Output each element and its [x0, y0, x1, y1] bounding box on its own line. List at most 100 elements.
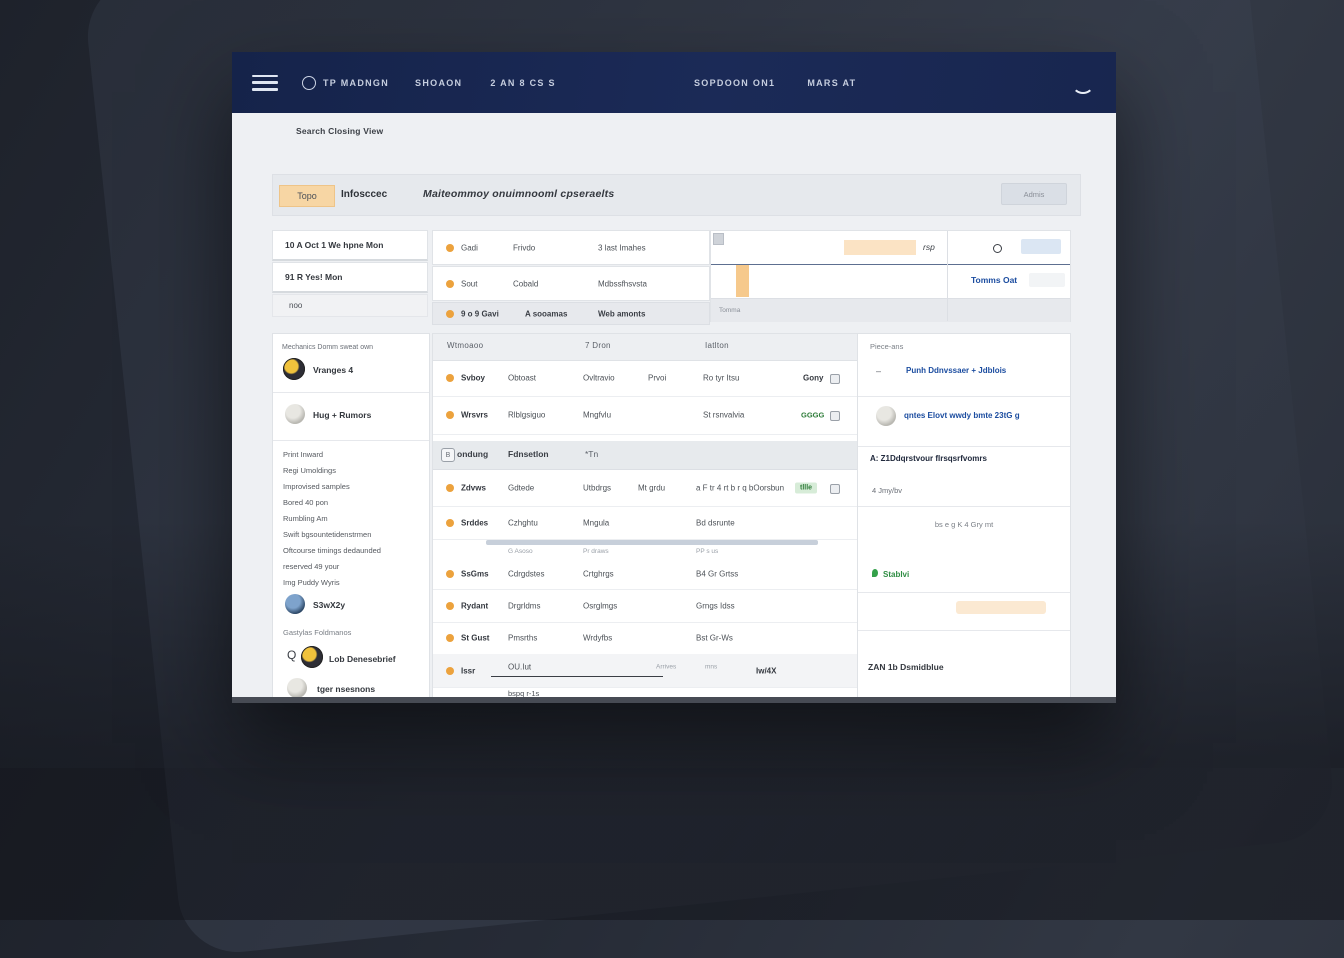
cell: A sooamas	[525, 309, 568, 318]
sidebar-link[interactable]: Rumbling Am	[283, 514, 328, 523]
flag-icon[interactable]	[830, 411, 840, 421]
cell: Issr	[461, 666, 476, 675]
detail-title[interactable]: A: Z1Ddqrstvour flrsqsrfvomrs	[870, 454, 987, 463]
section-col: *Tn	[585, 449, 599, 459]
progress-row: rsp	[711, 231, 1070, 265]
accent-strip	[736, 265, 749, 297]
nav-item-2[interactable]: 2 AN 8 CS S	[490, 77, 556, 88]
record-toolbar: Topo Infosccec Maiteommoy onuimnooml cps…	[272, 174, 1081, 216]
avatar[interactable]	[283, 358, 305, 380]
sidebar-link[interactable]: Regi Umoldings	[283, 466, 336, 475]
cell: Ovltravio	[583, 373, 615, 383]
detail-note: bs e g K 4 Gry mt	[934, 520, 994, 529]
sub-label: PP s us	[696, 548, 719, 555]
avatar[interactable]	[876, 406, 896, 426]
sidebar-profile-3[interactable]: S3wX2y	[313, 600, 346, 610]
cell: Crtghrgs	[583, 569, 614, 578]
quick-row-1[interactable]: 10 A Oct 1 We hpne Mon	[272, 230, 428, 261]
sidebar-link[interactable]: Bored 40 pon	[283, 498, 329, 507]
sidebar-profile-5[interactable]: tger nsesnons	[317, 684, 376, 694]
app-window: TP MADNGN SHOAON 2 AN 8 CS S SOPDOON ON1…	[232, 52, 1116, 703]
list-item[interactable]: Sout Cobald Mdbssfhsvsta	[432, 266, 710, 301]
user-avatar-icon[interactable]	[1072, 74, 1094, 94]
highlight-pill[interactable]	[956, 601, 1046, 614]
record-badge[interactable]: Topo	[279, 185, 335, 207]
table-footer-text: bspq r-1s	[508, 689, 540, 698]
cell: Cobald	[513, 279, 539, 288]
avatar[interactable]	[285, 404, 305, 424]
highlight-bar[interactable]	[844, 240, 916, 255]
detail-subtext: 4 Jmy/bv	[872, 486, 903, 495]
brand[interactable]: TP MADNGN	[302, 75, 389, 90]
sidebar-link[interactable]: Img Puddy Wyris	[283, 578, 340, 587]
avatar[interactable]	[301, 646, 323, 668]
progress-bar[interactable]	[486, 540, 818, 545]
cell: Arrives	[656, 663, 677, 671]
nav-right-item-1[interactable]: SOPDOON ON1	[694, 77, 776, 88]
sub-label: Pr draws	[583, 548, 609, 555]
avatar[interactable]	[287, 678, 307, 698]
divider	[858, 446, 1070, 447]
table-section-header[interactable]: B ondung Fdnsetlon *Tn	[433, 441, 858, 470]
footnote: Tomma	[719, 307, 741, 314]
nav-right-item-2[interactable]: MARS AT	[807, 77, 857, 88]
column-header[interactable]: 7 Dron	[585, 341, 611, 350]
table-row[interactable]: Srddes Czhghtu Mngula Bd dsrunte	[433, 506, 858, 540]
cell: Mngula	[583, 518, 610, 527]
sidebar-profile-4[interactable]: Lob Denesebrief	[329, 654, 396, 664]
sidebar-link[interactable]: Improvised samples	[283, 482, 350, 491]
table-row[interactable]: Rydant Drgrldms Osrglmgs Grngs Idss	[433, 589, 858, 623]
avatar[interactable]	[285, 594, 305, 614]
panel-divider	[947, 231, 948, 321]
cell: Utbdrgs	[583, 483, 612, 492]
status-dot-icon	[446, 483, 454, 492]
section-col: Fdnsetlon	[508, 449, 549, 459]
dash-marker: –	[876, 366, 882, 376]
list-item[interactable]: 9 o 9 Gavi A sooamas Web amonts	[432, 302, 710, 325]
table-row[interactable]: Wrsvrs Rlblgsiguo Mngfvlu St rsnvalvia G…	[433, 396, 858, 435]
radio-icon[interactable]	[993, 244, 1002, 253]
cell: B4 Gr Grtss	[696, 569, 739, 578]
lock-icon[interactable]	[830, 374, 840, 384]
table-row[interactable]: SsGms Cdrgdstes Crtghrgs B4 Gr Grtss	[433, 558, 858, 590]
table-row[interactable]: St Gust Pmsrths Wrdyfbs Bst Gr-Ws	[433, 622, 858, 655]
quick-row-2[interactable]: 91 R Yes! Mon	[272, 262, 428, 293]
sidebar-link[interactable]: Swift bgsountetidenstrmen	[283, 530, 372, 539]
flag-icon[interactable]	[830, 483, 840, 494]
sidebar-profile-1[interactable]: Vranges 4	[313, 365, 354, 375]
quick-panel: 10 A Oct 1 We hpne Mon 91 R Yes! Mon noo	[272, 230, 428, 317]
record-link[interactable]: Tomms Oat	[971, 275, 1018, 285]
status-badge[interactable]: Stablvi	[872, 569, 909, 579]
cell: Bst Gr-Ws	[696, 633, 733, 643]
value-pill[interactable]	[1021, 239, 1061, 254]
list-item[interactable]: Gadi Frivdo 3 last Imahes	[432, 230, 710, 265]
detail-link-2[interactable]: qntes Elovt wwdy bmte 23tG g	[904, 411, 1020, 420]
table-row[interactable]: Issr OU.Iut Arrives mns Iw/4X	[433, 654, 858, 688]
underline-rule	[491, 676, 663, 677]
toolbar-action-button[interactable]: Admis	[1001, 183, 1067, 205]
sidebar-profile-2[interactable]: Hug + Rumors	[313, 410, 372, 420]
menu-icon[interactable]	[252, 74, 278, 91]
nav-item-1[interactable]: SHOAON	[415, 77, 463, 88]
cell: Sout	[461, 279, 478, 288]
link-row: Tomms Oat	[711, 265, 1070, 297]
sidebar-link[interactable]: Oftcourse timings dedaunded	[283, 546, 381, 555]
cell: Mdbssfhsvsta	[598, 279, 647, 288]
detail-link-1[interactable]: Punh Ddnvssaer + Jdblois	[906, 366, 1007, 375]
record-subtitle: Maiteommoy onuimnooml cpseraelts	[423, 188, 615, 200]
divider	[858, 506, 1070, 507]
sidebar-link[interactable]: Print Inward	[283, 450, 324, 459]
middle-panel: Gadi Frivdo 3 last Imahes Sout Cobald Md…	[432, 230, 710, 325]
status-dot-icon	[446, 279, 454, 288]
status-dot-icon	[446, 518, 454, 527]
table-row[interactable]: Svboy Obtoast Ovltravio Prvoi Ro tyr Its…	[433, 360, 858, 397]
detail-footer: ZAN 1b Dsmidblue	[868, 662, 944, 672]
status-dot-icon	[446, 243, 454, 252]
nav-items: SHOAON 2 AN 8 CS S	[415, 78, 556, 88]
sidebar-link[interactable]: reserved 49 your	[283, 562, 340, 571]
divider	[858, 630, 1070, 631]
quick-row-3[interactable]: noo	[272, 294, 428, 317]
table-row[interactable]: Zdvws Gdtede Utbdrgs Mt grdu a F tr 4 rt…	[433, 469, 858, 507]
column-header[interactable]: Iatlton	[705, 341, 729, 350]
column-header[interactable]: Wtmoaoo	[447, 341, 484, 350]
